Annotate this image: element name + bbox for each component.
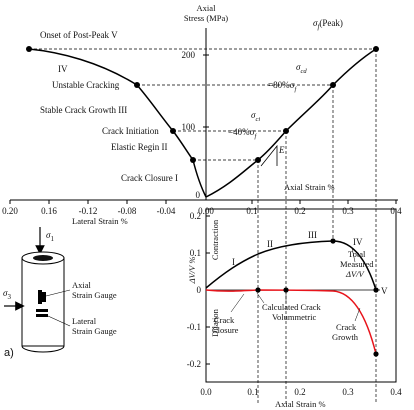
axial-gauge <box>38 290 42 304</box>
ci-point <box>283 128 289 134</box>
unstable-cracking-label: Unstable Cracking <box>52 80 120 90</box>
bottom-xtick-3: 0.2 <box>294 387 305 397</box>
lateral-strain-curve <box>28 48 207 198</box>
unstable-point <box>134 82 140 88</box>
top-axial-strain-label: Axial Strain % <box>284 182 335 192</box>
top-ytick-200: 200 <box>182 50 196 60</box>
top-xtick-5: -0.04 <box>157 206 176 216</box>
bottom-y-label: ΔV/V % <box>187 257 197 285</box>
e-label: E <box>278 145 285 155</box>
loading-platen <box>33 255 53 261</box>
axial-gauge-label-2: Strain Gauge <box>72 290 117 300</box>
elastic-label: Elastic Regin II <box>111 142 168 152</box>
numeral-ii: II <box>267 239 273 249</box>
top-xtick-3: -0.12 <box>79 206 98 216</box>
numeral-iv: IV <box>353 237 363 247</box>
rock-sample: σ1 σ3 Axial Strain Gauge Lateral Strain … <box>3 227 117 359</box>
bottom-ytick-3: 0 <box>197 285 202 295</box>
crack-volumetric-curve <box>205 289 377 355</box>
calc-label-2: Volummetric <box>272 312 316 322</box>
total-label-2: Measured <box>340 259 374 269</box>
dilation-label: Dilation <box>210 308 220 337</box>
cd-ratio-label: =80%σf <box>268 80 297 93</box>
bottom-chart: 0.2 0.1 0 -0.1 -0.2 0.0 0.1 0.2 0.3 0.4 … <box>187 208 402 409</box>
total-label-3: ΔV/V <box>345 269 366 279</box>
calc-label-1: Calculated Crack <box>262 302 322 312</box>
growth-label-2: Growth <box>332 332 359 342</box>
closure-point <box>190 157 196 163</box>
closure-axial-point <box>255 157 261 163</box>
bottom-frame <box>205 208 397 383</box>
total-label-1: Total <box>348 249 366 259</box>
bottom-ytick-2: 0.1 <box>190 248 201 258</box>
stable-growth-label: Stable Crack Growth III <box>40 105 127 115</box>
cd-point <box>330 82 336 88</box>
closure-label-2: Closure <box>212 325 239 335</box>
numeral-v: V <box>381 286 388 296</box>
axial-gauge-label-1: Axial <box>72 280 92 290</box>
cd-label: σcd <box>296 62 307 75</box>
y-title-line1: Axial <box>197 3 217 13</box>
lateral-gauge <box>36 309 48 312</box>
growth-label-1: Crack <box>336 322 357 332</box>
top-xtick-4: -0.08 <box>118 206 137 216</box>
y-title-line2: Stress (MPa) <box>184 13 228 23</box>
b-point-1 <box>255 287 261 293</box>
initiation-point <box>170 128 176 134</box>
lateral-gauge-label-2: Strain Gauge <box>72 326 117 336</box>
bottom-xtick-5: 0.4 <box>390 387 402 397</box>
lateral-strain-label: Lateral Strain % <box>72 216 128 226</box>
top-xtick-7: 0.1 <box>246 206 257 216</box>
numeral-iii: III <box>308 230 317 240</box>
total-volumetric-curve <box>205 240 377 291</box>
b-point-3 <box>330 238 336 244</box>
top-ytick-0: 0 <box>196 190 201 200</box>
bottom-xtick-2: 0.1 <box>247 387 258 397</box>
cylinder-bottom <box>21 345 65 353</box>
ci-ratio-label: =40%σf <box>228 127 257 140</box>
sigma3-label: σ3 <box>3 288 11 301</box>
top-xtick-1: 0.20 <box>2 206 18 216</box>
bottom-xtick-4: 0.3 <box>342 387 354 397</box>
bottom-x-label: Axial Strain % <box>275 399 326 409</box>
bottom-ytick-1: 0.2 <box>190 211 201 221</box>
ci-label: σci <box>251 110 260 123</box>
closure-label-1: Crack <box>214 315 235 325</box>
crack-initiation-label: Crack Initiation <box>102 126 159 136</box>
b-point-4 <box>373 287 379 293</box>
numeral-i: I <box>232 257 235 267</box>
stage-iv-label: IV <box>58 64 68 74</box>
b-point-5 <box>373 351 379 357</box>
sigma1-label: σ1 <box>46 230 54 243</box>
axial-strain-curve <box>205 48 377 198</box>
lateral-gauge-label-1: Lateral <box>72 316 97 326</box>
top-xtick-9: 0.3 <box>342 206 354 216</box>
top-ytick-100: 100 <box>182 122 196 132</box>
top-xtick-8: 0.2 <box>294 206 305 216</box>
bottom-ytick-5: -0.2 <box>187 359 201 369</box>
b-point-2 <box>283 287 289 293</box>
peak-label: σf(Peak) <box>313 18 343 31</box>
onset-label: Onset of Post-Peak V <box>40 30 118 40</box>
top-xtick-2: 0.16 <box>41 206 57 216</box>
bottom-xtick-1: 0.0 <box>200 387 212 397</box>
onset-point <box>26 46 32 52</box>
bottom-ytick-4: -0.1 <box>187 322 201 332</box>
peak-point <box>373 46 379 52</box>
crack-closure-label: Crack Closure I <box>121 173 178 183</box>
panel-label: a) <box>4 347 14 359</box>
e-slope-marker <box>260 144 278 167</box>
contraction-label: Contraction <box>210 219 220 260</box>
